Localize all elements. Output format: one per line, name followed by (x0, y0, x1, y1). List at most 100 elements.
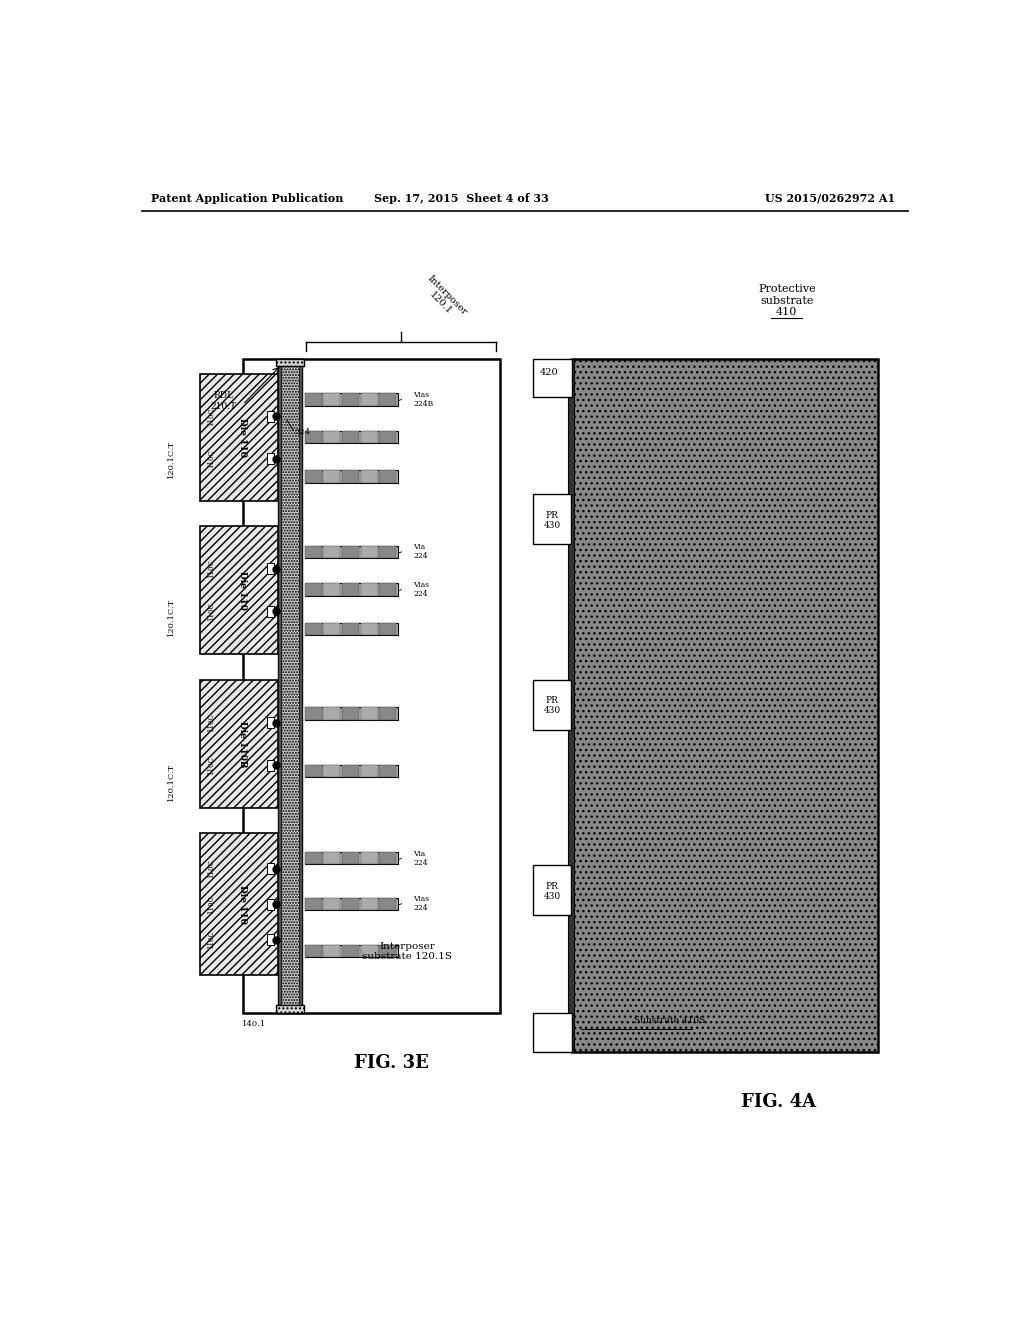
Bar (534, 1014, 572, 1052)
Text: 110C: 110C (207, 602, 215, 620)
Bar (305, 708, 397, 719)
Bar (324, 470, 340, 483)
Text: 140.1: 140.1 (243, 1020, 266, 1028)
Bar (276, 1006, 304, 1014)
Bar (200, 527, 278, 653)
Bar (342, 432, 359, 444)
Bar (305, 945, 322, 957)
Text: 110C: 110C (207, 859, 215, 878)
Bar (360, 945, 378, 957)
Bar (266, 453, 274, 465)
Text: 420: 420 (540, 368, 558, 378)
Bar (266, 863, 274, 874)
Bar (342, 545, 359, 558)
Bar (379, 393, 396, 405)
Bar (305, 583, 322, 595)
Bar (266, 411, 274, 422)
Bar (360, 393, 378, 405)
Bar (342, 766, 359, 777)
Text: 430: 430 (544, 892, 560, 902)
Text: Die 110: Die 110 (239, 570, 247, 610)
Text: Substrate 410S: Substrate 410S (634, 1016, 706, 1026)
Bar (324, 853, 340, 865)
Bar (305, 898, 397, 909)
Bar (360, 853, 378, 865)
Text: 430: 430 (544, 706, 560, 715)
Bar (342, 583, 359, 595)
Text: Vias
224B: Vias 224B (414, 391, 433, 408)
Bar (278, 359, 302, 1014)
Bar (568, 359, 574, 1052)
Bar (360, 898, 378, 909)
Bar (243, 359, 500, 1014)
Bar (305, 432, 322, 444)
Text: 110C: 110C (207, 756, 215, 775)
Bar (305, 545, 397, 558)
Text: Patent Application Publication: Patent Application Publication (152, 193, 344, 205)
Text: 120.1C.T: 120.1C.T (167, 598, 175, 636)
Bar (305, 545, 322, 558)
Bar (305, 432, 397, 444)
Bar (305, 853, 397, 865)
Text: Vias
224: Vias 224 (414, 895, 429, 912)
Bar (379, 898, 396, 909)
Bar (324, 766, 340, 777)
Bar (200, 833, 278, 975)
Bar (379, 623, 396, 635)
Text: 120.1C.T: 120.1C.T (167, 440, 175, 478)
Bar (266, 564, 274, 574)
Bar (379, 945, 396, 957)
Bar (324, 898, 340, 909)
Text: 110C: 110C (207, 560, 215, 578)
Bar (379, 853, 396, 865)
Bar (266, 899, 274, 909)
Bar (342, 853, 359, 865)
Bar (379, 766, 396, 777)
Text: 110C: 110C (207, 713, 215, 733)
Bar (379, 545, 396, 558)
Text: Die 110: Die 110 (239, 884, 247, 924)
Text: US 2015/0262972 A1: US 2015/0262972 A1 (765, 193, 895, 205)
Text: 110C: 110C (207, 895, 215, 913)
Text: FIG. 3E: FIG. 3E (354, 1055, 429, 1072)
Bar (534, 680, 570, 730)
Text: 430: 430 (544, 521, 560, 529)
Bar (305, 623, 322, 635)
Text: 120.1C.T: 120.1C.T (167, 763, 175, 801)
Text: Via
224: Via 224 (414, 850, 428, 867)
Bar (324, 545, 340, 558)
Text: Interposer
substrate 120.1S: Interposer substrate 120.1S (362, 941, 452, 961)
Bar (379, 583, 396, 595)
Bar (305, 583, 397, 595)
Bar (324, 432, 340, 444)
Bar (379, 708, 396, 719)
Bar (379, 432, 396, 444)
Text: 324: 324 (295, 428, 310, 436)
Bar (305, 766, 397, 777)
Bar (360, 623, 378, 635)
Text: 110C: 110C (207, 407, 215, 426)
Bar (305, 708, 322, 719)
Bar (324, 708, 340, 719)
Bar (305, 393, 322, 405)
Bar (324, 945, 340, 957)
Bar (342, 708, 359, 719)
Bar (305, 470, 397, 483)
Bar (379, 470, 396, 483)
Text: RDL
210.T: RDL 210.T (210, 391, 237, 411)
Text: 110C: 110C (207, 931, 215, 949)
Bar (266, 606, 274, 616)
Bar (342, 393, 359, 405)
Bar (360, 708, 378, 719)
Text: Via
224: Via 224 (414, 544, 428, 561)
Bar (534, 866, 570, 915)
Text: PR: PR (546, 697, 558, 705)
Text: Die 110B: Die 110B (239, 721, 247, 767)
Bar (305, 945, 397, 957)
Bar (305, 766, 322, 777)
Text: Vias
224: Vias 224 (414, 581, 429, 598)
Bar (342, 898, 359, 909)
Text: Protective
substrate
410: Protective substrate 410 (758, 284, 815, 317)
Bar (360, 432, 378, 444)
Bar (342, 470, 359, 483)
